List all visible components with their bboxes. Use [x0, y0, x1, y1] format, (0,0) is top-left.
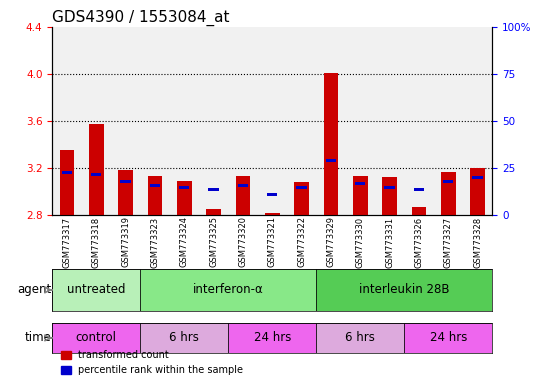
Legend: transformed count, percentile rank within the sample: transformed count, percentile rank withi… — [57, 346, 248, 379]
Bar — [206, 209, 221, 215]
Bar — [52, 323, 140, 353]
Bar — [147, 176, 162, 215]
Bar — [140, 27, 169, 215]
Bar — [267, 193, 277, 196]
Bar — [375, 27, 404, 215]
Bar — [238, 184, 248, 187]
Bar — [89, 124, 103, 215]
Bar — [463, 27, 492, 215]
Bar — [355, 182, 365, 185]
Bar — [91, 172, 101, 175]
Text: untreated: untreated — [67, 283, 125, 296]
Bar — [382, 177, 397, 215]
Bar — [228, 323, 316, 353]
Bar — [472, 176, 483, 179]
Text: 6 hrs: 6 hrs — [169, 331, 199, 344]
Bar — [265, 213, 279, 215]
Bar — [433, 27, 463, 215]
Text: interleukin 28B: interleukin 28B — [359, 283, 449, 296]
Bar — [140, 323, 228, 353]
Bar — [316, 269, 492, 311]
Bar — [294, 182, 309, 215]
Bar — [414, 188, 424, 190]
Bar — [384, 186, 395, 189]
Bar — [179, 186, 189, 189]
Bar — [443, 180, 453, 183]
Bar — [199, 27, 228, 215]
Bar — [316, 323, 404, 353]
Bar — [470, 168, 485, 215]
Bar — [441, 172, 455, 215]
Text: time: time — [24, 331, 51, 344]
Bar — [118, 170, 133, 215]
Text: GDS4390 / 1553084_at: GDS4390 / 1553084_at — [52, 9, 230, 25]
Bar — [257, 27, 287, 215]
Bar — [235, 176, 250, 215]
Text: 24 hrs: 24 hrs — [254, 331, 291, 344]
Bar — [345, 27, 375, 215]
Bar — [120, 180, 131, 183]
Bar — [208, 188, 219, 190]
Bar — [59, 151, 74, 215]
Bar — [140, 269, 316, 311]
Bar — [62, 171, 72, 174]
Bar — [353, 176, 367, 215]
Bar — [177, 181, 191, 215]
Bar — [411, 207, 426, 215]
Bar — [296, 186, 307, 189]
Text: 6 hrs: 6 hrs — [345, 331, 375, 344]
Bar — [287, 27, 316, 215]
Bar — [404, 27, 433, 215]
Bar — [323, 73, 338, 215]
Bar — [316, 27, 345, 215]
Text: 24 hrs: 24 hrs — [430, 331, 467, 344]
Bar — [169, 27, 199, 215]
Bar — [81, 27, 111, 215]
Bar — [326, 159, 336, 162]
Text: interferon-α: interferon-α — [193, 283, 263, 296]
Bar — [52, 27, 81, 215]
Bar — [111, 27, 140, 215]
Bar — [52, 269, 140, 311]
Text: control: control — [76, 331, 117, 344]
Bar — [404, 323, 492, 353]
Bar — [228, 27, 257, 215]
Bar — [150, 184, 160, 187]
Text: agent: agent — [17, 283, 51, 296]
